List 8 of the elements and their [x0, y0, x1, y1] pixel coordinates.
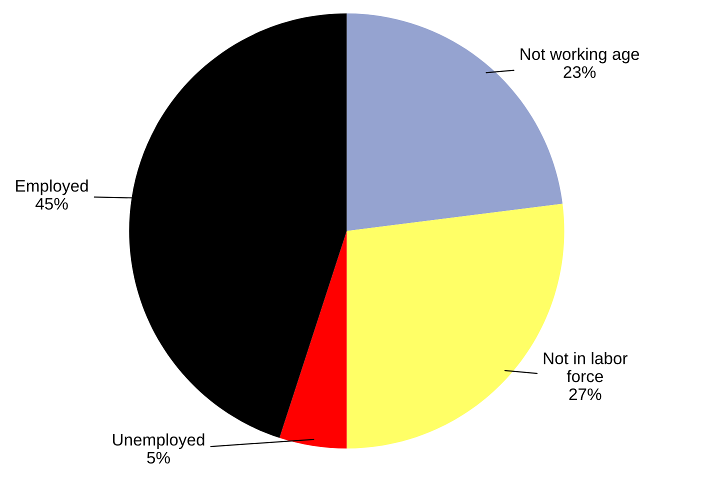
- data-label: 45%: [35, 198, 68, 210]
- slice-label: Not in labor force: [544, 352, 628, 382]
- data-label: 27%: [569, 388, 602, 400]
- slice-label: Employed: [16, 180, 88, 196]
- data-label: 5%: [147, 452, 170, 464]
- slice-label: Not working age: [520, 48, 640, 64]
- slice-label: Unemployed: [113, 433, 204, 449]
- data-label: 23%: [564, 66, 596, 78]
